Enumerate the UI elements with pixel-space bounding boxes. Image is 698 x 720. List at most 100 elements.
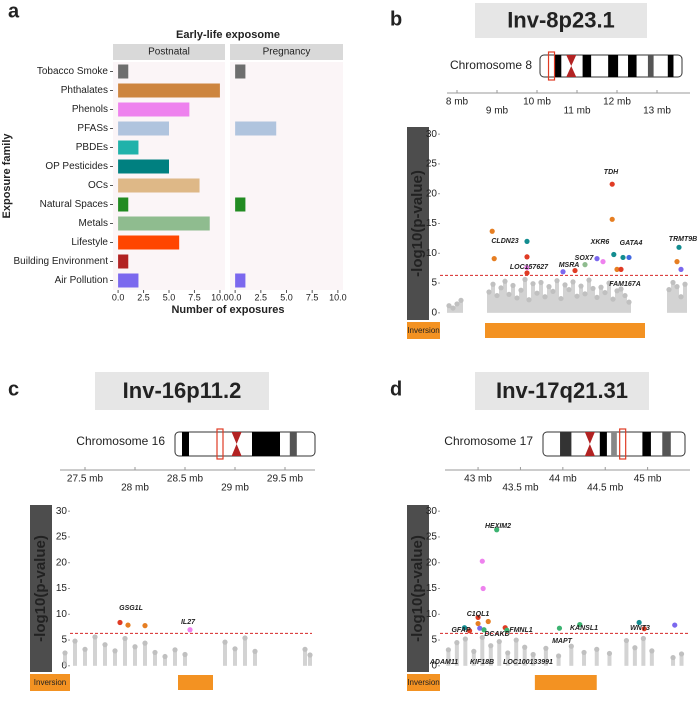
gene-label: WNT3 (630, 625, 650, 632)
background-point (531, 654, 536, 666)
snp-point (556, 625, 563, 631)
background-point (595, 297, 599, 313)
bar (118, 140, 139, 155)
snp-point (611, 251, 617, 258)
inversion-label: Inversion (407, 678, 439, 687)
y-tick-label: 10 (426, 248, 438, 259)
snp-point (582, 262, 588, 268)
facet-panel (113, 62, 225, 290)
x-tick-label: 43 mb (464, 474, 492, 485)
snp-point (481, 627, 487, 633)
chart-title: Inv-16p11.2 (123, 378, 242, 403)
y-tick-label: Air Pollution (55, 275, 108, 286)
chart-title: Early-life exposome (176, 29, 280, 41)
background-point (507, 294, 511, 313)
y-tick-label: PFASs (77, 123, 108, 134)
bar (235, 121, 277, 136)
snp-point (626, 254, 632, 261)
x-tick-label: 9 mb (486, 106, 509, 117)
y-label-strip (407, 127, 429, 320)
y-tick-label: PBDEs (76, 142, 108, 153)
gene-label: TDH (604, 169, 619, 176)
ideogram-band (642, 432, 651, 456)
snp-point (125, 622, 131, 628)
background-point (579, 286, 583, 313)
chart-title: Inv-17q21.31 (496, 378, 628, 403)
background-point (619, 289, 623, 313)
x-tick-label: 29.5 mb (267, 474, 304, 485)
snp-point (524, 270, 530, 276)
panel-letter: b (390, 8, 402, 30)
y-tick-label: 25 (426, 532, 438, 543)
snp-point (466, 628, 473, 634)
background-point (535, 293, 539, 313)
snp-point (614, 266, 620, 272)
snp-point (678, 266, 684, 272)
y-label-strip (30, 505, 52, 672)
x-tick-label: 28 mb (121, 483, 149, 494)
y-tick-label: Natural Spaces (40, 199, 108, 210)
panel-letter: c (8, 378, 19, 400)
background-point (103, 644, 107, 666)
background-point (522, 647, 527, 666)
gene-label: TRMT9B (669, 236, 697, 243)
ideogram-band (554, 55, 562, 77)
x-tick-label: 44 mb (549, 474, 577, 485)
background-point (649, 650, 654, 666)
gene-label: IL27 (181, 619, 196, 626)
ideogram-band (599, 432, 607, 456)
y-axis-label: -log10(p-value) (409, 535, 426, 642)
inversion-label-box (30, 674, 70, 691)
background-point (253, 651, 257, 666)
gene-label: XKR6 (590, 239, 610, 246)
title-box (95, 372, 269, 410)
x-tick-label: 7.5 (188, 292, 201, 302)
y-tick-label: 5 (61, 635, 67, 646)
background-point (555, 280, 559, 313)
x-tick-label: 10.0 (329, 292, 347, 302)
y-tick-label: 25 (56, 532, 68, 543)
gene-label: ADAM11 (429, 659, 458, 666)
y-tick-label: 25 (426, 159, 438, 170)
gene-label: FMNL1 (509, 627, 532, 634)
x-tick-label: 0.0 (112, 292, 125, 302)
background-point (523, 279, 527, 313)
ideogram-band (560, 432, 572, 456)
snp-point (480, 585, 486, 592)
y-tick-label: Tobacco Smoke (37, 66, 109, 77)
bar (118, 64, 129, 79)
bar (235, 64, 246, 79)
gene-label: LOC157627 (510, 264, 549, 271)
ideogram-band (662, 432, 671, 456)
snp-point (618, 266, 624, 272)
background-point (607, 283, 611, 313)
y-axis-label: -log10(p-value) (32, 535, 49, 642)
snp-point (577, 621, 583, 628)
background-point (514, 640, 519, 666)
snp-point (461, 625, 468, 631)
centromere (231, 432, 242, 456)
y-tick-label: 5 (431, 278, 437, 289)
x-tick-label: 45 mb (634, 474, 662, 485)
title-box (475, 372, 649, 410)
ideogram-band (582, 55, 592, 77)
background-point (667, 289, 671, 313)
background-point (173, 649, 177, 666)
snp-point (572, 267, 578, 274)
background-point (308, 654, 312, 666)
facet-header (230, 44, 343, 60)
snp-point (600, 259, 606, 265)
ideogram-band (252, 432, 280, 456)
centromere (584, 432, 595, 456)
background-point (83, 649, 87, 666)
y-tick-label: 0 (431, 307, 437, 318)
snp-point (479, 558, 485, 564)
facet-label: Postnatal (148, 47, 190, 58)
snp-point (494, 527, 500, 533)
inversion-label: Inversion (407, 326, 439, 335)
y-axis-label: -log10(p-value) (409, 170, 426, 277)
background-point (505, 652, 510, 666)
background-point (451, 308, 455, 313)
gene-label: KIF18B (470, 659, 494, 666)
